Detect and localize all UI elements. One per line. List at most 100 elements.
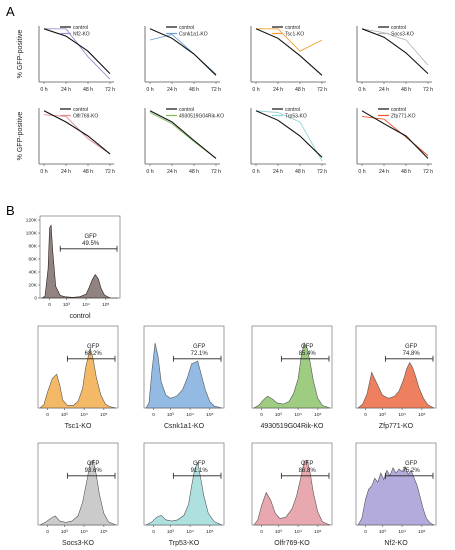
- gate-percentage: 75.2%: [403, 468, 421, 474]
- gate-label: GFP: [193, 461, 205, 467]
- x-tick-label: 24 h: [273, 169, 283, 175]
- histogram-area: [145, 342, 223, 409]
- gate-label: GFP: [84, 234, 96, 240]
- x-tick-label: 24 h: [167, 169, 177, 175]
- gate-percentage: 93.6%: [85, 468, 103, 474]
- gate-label: GFP: [301, 461, 313, 467]
- x-tick-label: 10⁵: [314, 529, 321, 535]
- x-tick-label: 0 h: [252, 169, 259, 175]
- x-tick-label: 0 h: [252, 87, 259, 93]
- series-line-4930519G04Rik-KO: [149, 112, 217, 159]
- plot-frame: [37, 442, 119, 526]
- x-tick-label: 10⁴: [294, 529, 301, 535]
- x-tick-label: 10⁵: [418, 412, 425, 418]
- histogram-area: [253, 459, 331, 526]
- x-tick-label: 0 h: [146, 87, 153, 93]
- series-line-Olfr769-KO: [43, 114, 111, 155]
- x-tick-label: 0 h: [40, 87, 47, 93]
- panel-b-label: B: [6, 203, 15, 218]
- x-tick-label: 0: [46, 529, 49, 535]
- sample-label: Tsc1-KO: [65, 423, 92, 430]
- y-tick-label: 0: [34, 296, 37, 302]
- x-tick-label: 10⁴: [80, 529, 87, 535]
- y-tick-label: 20K: [28, 283, 37, 289]
- legend-label: control: [179, 107, 194, 113]
- x-tick-label: 48 h: [295, 169, 305, 175]
- x-tick-label: 10³: [61, 412, 68, 418]
- gate-percentage: 86.8%: [299, 468, 317, 474]
- histogram-area: [357, 361, 435, 409]
- legend-label: Zfp771-KO: [391, 113, 416, 119]
- series-line-Socs3-KO: [361, 28, 429, 66]
- sample-label: control: [69, 313, 90, 320]
- gate-percentage: 72.1%: [191, 351, 209, 357]
- gate-percentage: 85.4%: [299, 351, 317, 357]
- x-tick-label: 0: [152, 412, 155, 418]
- sample-label: Socs3-KO: [62, 540, 94, 547]
- x-tick-label: 0 h: [146, 169, 153, 175]
- x-tick-label: 10⁴: [398, 412, 405, 418]
- legend-label: Tsc1-KO: [285, 31, 304, 37]
- x-tick-label: 24 h: [61, 169, 71, 175]
- x-tick-label: 0: [260, 529, 263, 535]
- y-axis-label: % GFP-positive: [17, 30, 24, 79]
- series-line-control: [255, 28, 323, 76]
- x-tick-label: 72 h: [423, 87, 433, 93]
- series-line-Zfp771-KO: [361, 115, 429, 156]
- legend-label: control: [179, 25, 194, 31]
- x-tick-label: 10³: [275, 412, 282, 418]
- x-tick-label: 48 h: [189, 169, 199, 175]
- legend-label: Nf2-KO: [73, 31, 90, 37]
- x-tick-label: 0: [260, 412, 263, 418]
- x-tick-label: 48 h: [295, 87, 305, 93]
- x-tick-label: 24 h: [61, 87, 71, 93]
- gate-label: GFP: [87, 461, 99, 467]
- sample-label: Csnk1a1-KO: [164, 423, 205, 430]
- panel-a-label: A: [6, 4, 15, 19]
- legend-label: control: [391, 107, 406, 113]
- x-tick-label: 72 h: [423, 169, 433, 175]
- x-tick-label: 10⁵: [206, 412, 213, 418]
- legend-label: Csnk1a1-KO: [179, 31, 208, 37]
- x-tick-label: 72 h: [105, 87, 115, 93]
- y-tick-label: 60K: [28, 257, 37, 263]
- x-tick-label: 10⁵: [418, 529, 425, 535]
- gate-label: GFP: [301, 344, 313, 350]
- x-tick-label: 10⁵: [314, 412, 321, 418]
- x-tick-label: 72 h: [317, 87, 327, 93]
- x-tick-label: 48 h: [401, 169, 411, 175]
- legend-label: control: [391, 25, 406, 31]
- sample-label: Zfp771-KO: [379, 423, 414, 430]
- legend-label: 4930519G04Rik-KO: [179, 113, 224, 119]
- x-tick-label: 10⁴: [186, 529, 193, 535]
- histogram-area: [145, 461, 223, 526]
- x-tick-label: 10³: [63, 302, 70, 308]
- x-tick-label: 10⁴: [82, 302, 89, 308]
- x-tick-label: 10⁵: [206, 529, 213, 535]
- y-tick-label: 100K: [26, 231, 38, 237]
- gate-percentage: 68.2%: [85, 351, 103, 357]
- x-tick-label: 72 h: [105, 169, 115, 175]
- x-tick-label: 10⁴: [80, 412, 87, 418]
- x-tick-label: 10⁵: [100, 412, 107, 418]
- x-tick-label: 10³: [61, 529, 68, 535]
- x-tick-label: 48 h: [83, 169, 93, 175]
- series-line-control: [149, 110, 217, 159]
- x-tick-label: 24 h: [273, 87, 283, 93]
- x-tick-label: 10⁴: [398, 529, 405, 535]
- legend-label: Olfr769-KO: [73, 113, 98, 119]
